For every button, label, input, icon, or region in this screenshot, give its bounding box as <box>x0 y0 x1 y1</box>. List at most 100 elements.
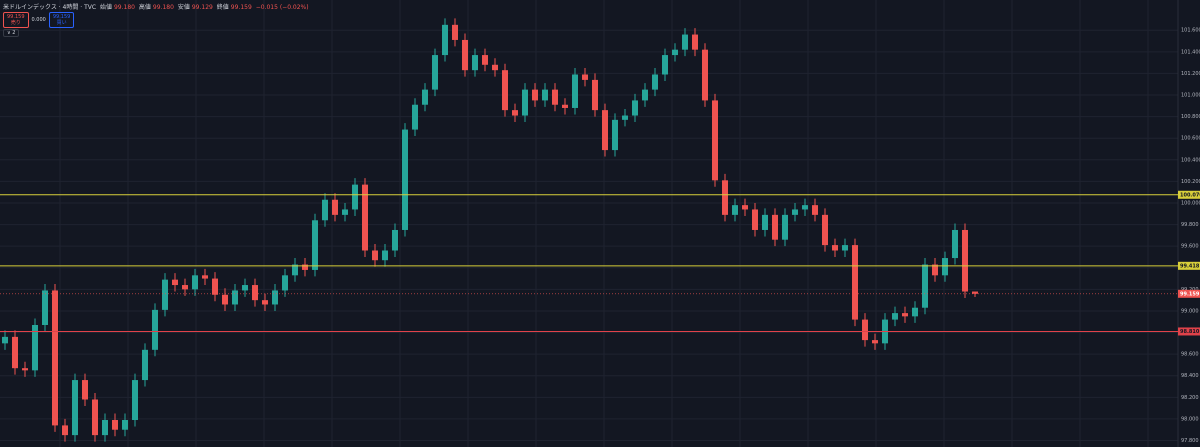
candle-body <box>82 380 88 400</box>
y-tick-label: 101.600 <box>1181 28 1200 34</box>
candle-body <box>592 79 598 111</box>
candle-body <box>392 229 398 251</box>
candle-body <box>102 420 108 436</box>
candle-body <box>902 313 908 317</box>
y-tick-label: 100.800 <box>1181 114 1200 120</box>
ohlc-label: 高値 <box>138 4 151 11</box>
candle-body <box>892 313 898 320</box>
candle-body <box>22 368 28 371</box>
candle-body <box>322 199 328 221</box>
candle-body <box>92 399 98 436</box>
ohlc-value: 99.129 <box>191 4 213 11</box>
symbol[interactable]: 米ドルインデックス · 4時間 · TVC <box>3 4 97 11</box>
candle-body <box>462 39 468 71</box>
y-tick-label: 101.200 <box>1181 71 1200 77</box>
candle-body <box>772 214 778 240</box>
candle-body <box>482 55 488 65</box>
ohlc-label: 始値 <box>99 4 112 11</box>
candle-body <box>282 275 288 291</box>
candle-body <box>532 89 538 101</box>
candle-body <box>132 380 138 421</box>
candle-body <box>722 180 728 215</box>
candle-body <box>272 290 278 305</box>
candle-body <box>812 205 818 215</box>
candle-body <box>122 420 128 430</box>
candle-body <box>332 199 338 215</box>
y-tick-label: 100.400 <box>1181 157 1200 163</box>
legend: 米ドルインデックス · 4時間 · TVC 始値 99.180 高値 99.180 … <box>3 2 311 11</box>
candle-body <box>952 229 958 259</box>
candle-body <box>52 290 58 426</box>
candle-body <box>872 340 878 344</box>
candle-body <box>292 264 298 276</box>
candle-body <box>212 278 218 295</box>
ohlc-value: 99.180 <box>113 4 135 11</box>
y-tick-label: 99.600 <box>1181 244 1199 250</box>
trade-buttons: 99.159 売り 0.000 99.159 買い <box>3 12 75 28</box>
candle-body <box>202 275 208 279</box>
price-label-bg <box>1178 190 1200 199</box>
candle-body <box>822 214 828 246</box>
candle-body <box>752 209 758 230</box>
candle-body <box>612 119 618 151</box>
candle-body <box>682 34 688 50</box>
indicator-toggle[interactable]: ∨ 2 <box>3 29 20 37</box>
sell-button[interactable]: 99.159 売り <box>3 12 29 28</box>
candle-body <box>852 245 858 320</box>
last-price-bg <box>1178 289 1200 298</box>
y-tick-label: 98.200 <box>1181 395 1199 401</box>
candle-body <box>862 319 868 341</box>
candle-body <box>172 279 178 286</box>
candle-body <box>152 309 158 350</box>
last-price-label: 99.159 <box>1180 291 1200 297</box>
price-label: 99.418 <box>1180 263 1200 269</box>
candle-body <box>512 110 518 116</box>
candle-body <box>652 74 658 90</box>
y-tick-label: 100.200 <box>1181 179 1200 185</box>
candle-body <box>712 100 718 181</box>
candle-body <box>622 115 628 120</box>
y-tick-label: 101.400 <box>1181 49 1200 55</box>
candle-body <box>732 205 738 215</box>
change: −0.015 (−0.02%) <box>255 4 309 11</box>
label: 売り <box>10 20 21 26</box>
price: 99.159 <box>52 14 71 20</box>
price-label: 98.810 <box>1180 329 1200 335</box>
y-tick-label: 98.400 <box>1181 373 1199 379</box>
candle-body <box>222 294 228 305</box>
candle-body <box>702 49 708 101</box>
candle-body <box>552 89 558 105</box>
candle-body <box>742 205 748 210</box>
candle-body <box>662 55 668 75</box>
candle-body <box>42 290 48 325</box>
count: 2 <box>12 30 16 36</box>
ohlc-label: 終値 <box>216 4 229 11</box>
candle-body <box>182 285 188 290</box>
candle-body <box>192 275 198 290</box>
buy-button[interactable]: 99.159 買い <box>48 12 75 28</box>
candle-body <box>262 300 268 305</box>
candle-body <box>252 285 258 301</box>
candle-body <box>522 89 528 116</box>
y-tick-label: 101.000 <box>1181 93 1200 99</box>
candle-body <box>692 34 698 50</box>
y-tick-label: 99.000 <box>1181 308 1199 314</box>
candle-body <box>72 380 78 436</box>
candle-body <box>142 349 148 381</box>
candle-body <box>782 214 788 240</box>
candle-body <box>912 307 918 317</box>
candle-body <box>12 336 18 369</box>
candle-body <box>62 425 68 436</box>
candle-body <box>452 24 458 40</box>
candle-body <box>312 220 318 270</box>
candle-body <box>922 264 928 308</box>
spread: 0.000 <box>31 17 46 23</box>
ohlc-label: 安値 <box>177 4 190 11</box>
candle-body <box>402 129 408 230</box>
candle-body <box>582 74 588 80</box>
price: 99.159 <box>7 14 25 20</box>
candle-body <box>632 100 638 116</box>
candle-body <box>232 290 238 305</box>
candle-body <box>472 55 478 71</box>
